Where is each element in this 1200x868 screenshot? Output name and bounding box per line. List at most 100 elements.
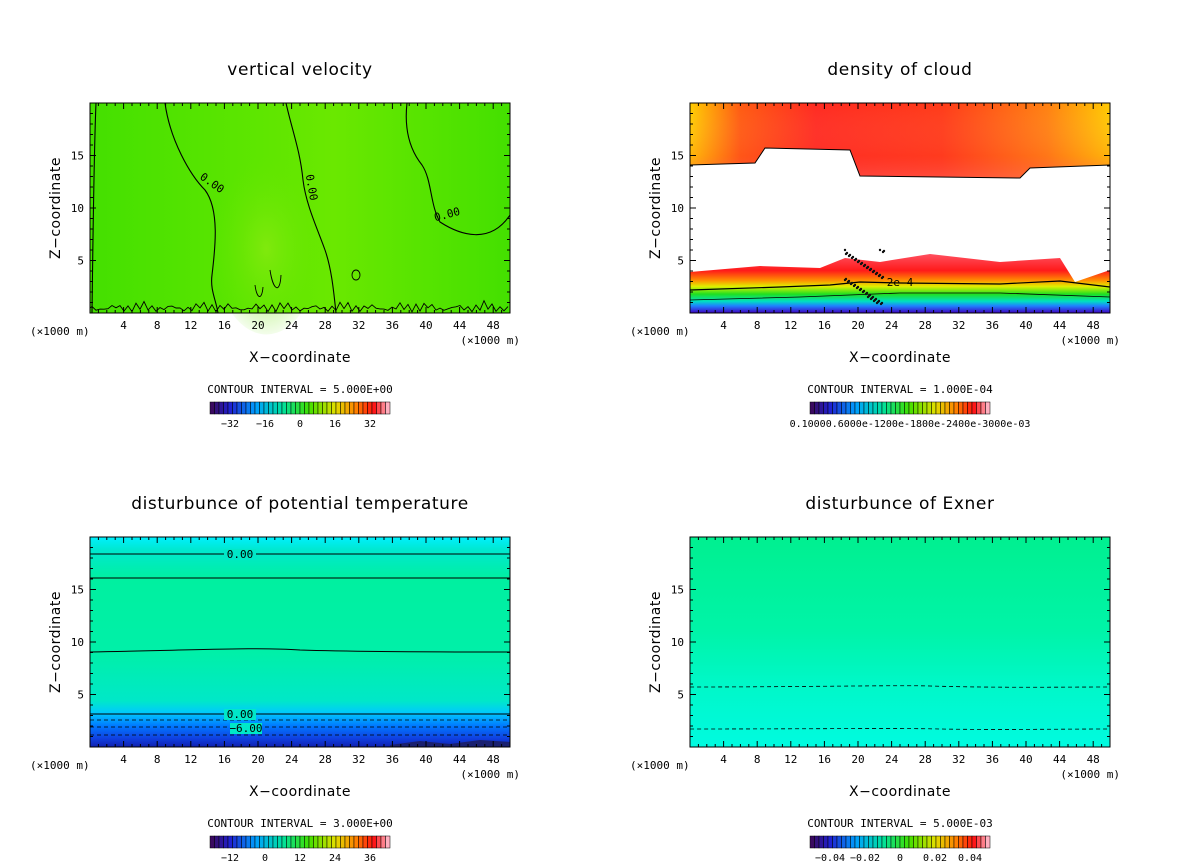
y-tick-label: 5 <box>77 689 84 702</box>
colorbar-cell <box>254 835 260 849</box>
colorbar-cell <box>295 401 301 415</box>
colorbar-cell <box>971 835 977 849</box>
colorbar-cell <box>344 835 350 849</box>
x-tick-label: 36 <box>386 753 399 766</box>
y-axis-label: Z−coordinate <box>648 591 664 693</box>
contour-line <box>164 102 219 314</box>
colorbar-cell <box>268 835 274 849</box>
y-tick-label: 5 <box>677 689 684 702</box>
colorbar-cell <box>877 401 883 415</box>
colorbar-cell <box>854 401 860 415</box>
colorbar-cell <box>281 401 287 415</box>
colorbar-cell <box>371 835 377 849</box>
x-tick-label: 12 <box>184 319 197 332</box>
x-tick-label: 4 <box>720 319 727 332</box>
colorbar-cell <box>286 401 292 415</box>
colorbar-cell <box>958 401 964 415</box>
colorbar-cell <box>832 401 838 415</box>
x-tick-label: 44 <box>453 319 467 332</box>
convective-speckle <box>861 290 865 294</box>
colorbar-cell <box>859 835 865 849</box>
colorbar-cell <box>818 401 824 415</box>
x-tick-label: 28 <box>319 319 332 332</box>
colorbar-cell <box>926 835 932 849</box>
colorbar-cell <box>922 401 928 415</box>
colorbar-cell <box>868 401 874 415</box>
chart-title: disturbunce of potential temperature <box>131 494 469 514</box>
convective-speckle <box>877 274 881 278</box>
convective-speckle <box>872 299 876 303</box>
colorbar-cell <box>944 401 950 415</box>
x-tick-label: 48 <box>487 753 500 766</box>
x-unit-left: (×1000 m) <box>30 325 90 338</box>
colorbar-cell <box>872 401 878 415</box>
y-tick-label: 15 <box>71 584 84 597</box>
colorbar-cell <box>214 835 220 849</box>
convective-speckle <box>858 288 862 292</box>
y-axis: 5 10 15 Z−coordinate <box>648 547 1110 737</box>
contour-interval: CONTOUR INTERVAL = 1.000E-04 <box>807 383 993 396</box>
x-unit-left: (×1000 m) <box>630 759 690 772</box>
upper-cloud-shading <box>690 103 1110 178</box>
plot-field <box>689 537 1111 747</box>
x-axis-label: X−coordinate <box>849 784 951 800</box>
colorbar-tick-label: −0.02 <box>850 853 880 864</box>
colorbar-cell <box>962 401 968 415</box>
convective-speckle <box>855 286 859 290</box>
colorbar-cell <box>313 401 319 415</box>
x-tick-label: 8 <box>754 319 761 332</box>
contour-line <box>405 102 511 236</box>
x-tick-label: 36 <box>986 319 999 332</box>
colorbar-cell <box>895 401 901 415</box>
convective-speckle <box>852 284 856 288</box>
convective-speckle <box>843 278 847 282</box>
colorbar-cell <box>967 401 973 415</box>
colorbar-cell <box>895 835 901 849</box>
convective-speckle <box>843 248 847 252</box>
colorbar-cell <box>980 401 986 415</box>
convective-speckle <box>849 282 853 286</box>
convective-speckle <box>869 297 873 301</box>
colorbar-cell <box>818 835 824 849</box>
colorbar-cell <box>326 835 332 849</box>
colorbar-cell <box>263 401 269 415</box>
x-tick-label: 12 <box>784 753 797 766</box>
lower-cloud-contour-2 <box>689 292 1111 301</box>
contour-line <box>89 648 511 653</box>
x-tick-label: 12 <box>184 753 197 766</box>
contour-interval: CONTOUR INTERVAL = 3.000E+00 <box>207 817 392 830</box>
colorbar-cell <box>863 401 869 415</box>
colorbar-tick-label: 16 <box>329 419 341 430</box>
convective-speckle <box>865 266 869 270</box>
x-tick-label: 16 <box>818 319 831 332</box>
x-axis: 4 8 12 16 20 24 28 32 36 40 44 48(×1000 m)(×1000 m)… <box>630 103 1120 366</box>
colorbar-cell <box>313 835 319 849</box>
y-axis-label: Z−coordinate <box>48 591 64 693</box>
x-tick-label: 20 <box>851 753 864 766</box>
convective-speckle <box>864 292 868 296</box>
convective-speckle <box>844 252 848 256</box>
upper-cloud-contour <box>689 147 1111 179</box>
colorbar-cell <box>250 401 256 415</box>
colorbar-cell <box>232 401 238 415</box>
x-unit-right: (×1000 m) <box>1060 768 1120 781</box>
x-tick-label: 44 <box>453 753 467 766</box>
colorbar-cell <box>376 401 382 415</box>
colorbar-cell <box>268 401 274 415</box>
lower-cloud-contour <box>689 280 1111 291</box>
x-tick-label: 48 <box>487 319 500 332</box>
field-background <box>690 537 1110 747</box>
x-tick-label: 40 <box>1019 319 1032 332</box>
colorbar-cell <box>304 835 310 849</box>
chart-title: disturbunce of Exner <box>805 494 994 514</box>
colorbar-cell <box>944 835 950 849</box>
x-tick-label: 32 <box>952 319 965 332</box>
colorbar-cell <box>380 401 386 415</box>
colorbar-cell <box>236 401 242 415</box>
colorbar-cell <box>908 401 914 415</box>
colorbar-cell <box>385 835 391 849</box>
convective-speckle <box>846 280 850 284</box>
convective-speckle <box>875 301 879 305</box>
